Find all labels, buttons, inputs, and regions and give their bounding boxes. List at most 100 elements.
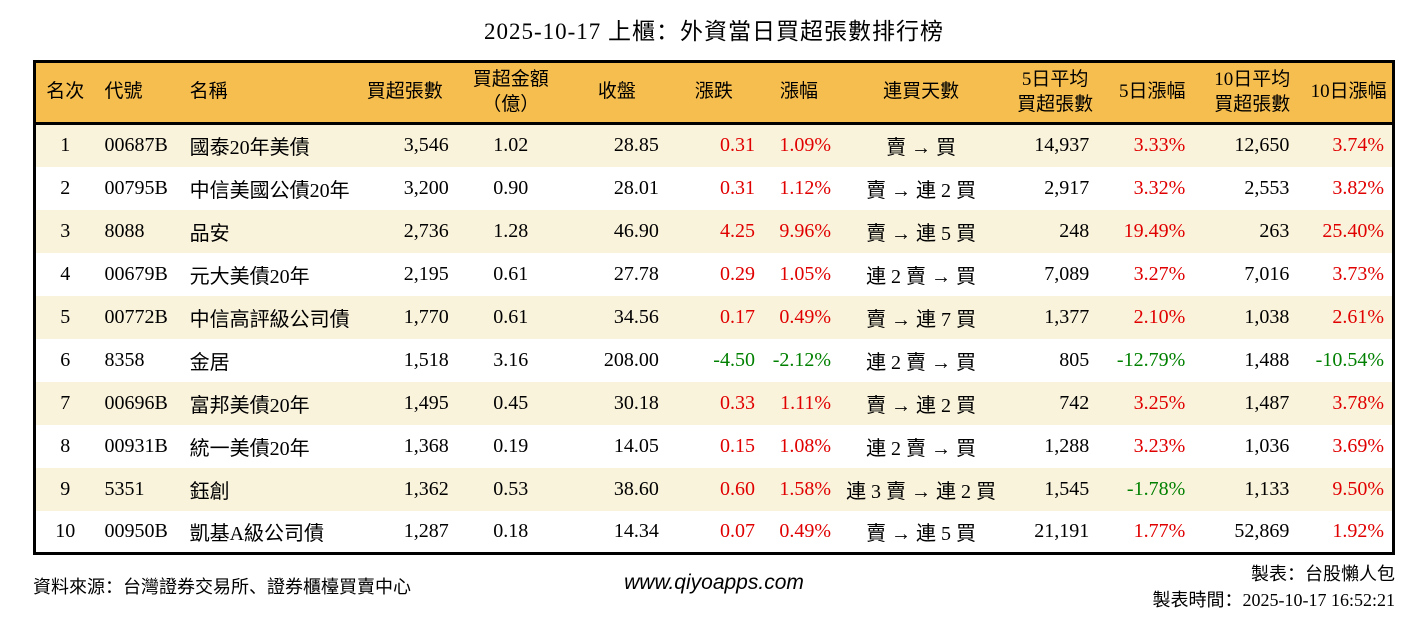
cell-streak: 賣 → 買 bbox=[886, 137, 957, 160]
table-row: 4 00679B 元大美債20年 2,195 0.61 27.78 0.29 1.05% 連 2… bbox=[35, 253, 1394, 296]
col-header-pct10: 10日漲幅 bbox=[1305, 61, 1394, 125]
cell-pct10: 1.92% bbox=[1332, 519, 1384, 542]
cell-close: 38.60 bbox=[613, 477, 659, 500]
cell-avg10: 12,650 bbox=[1234, 134, 1290, 157]
table-row: 9 5351 鈺創 1,362 0.53 38.60 0.60 1.58% 連 3 賣 → 連 … bbox=[34, 467, 1394, 511]
col-header-change-pct: 漲幅 bbox=[760, 61, 838, 125]
cell-streak: 賣 → 連 2 買 bbox=[866, 179, 977, 202]
cell-close: 34.56 bbox=[613, 305, 659, 328]
cell-pct10: 3.69% bbox=[1332, 434, 1384, 457]
cell-avg5: 2,917 bbox=[1044, 176, 1090, 199]
cell-pct10: 3.78% bbox=[1332, 391, 1384, 414]
cell-volume: 1,362 bbox=[403, 477, 449, 500]
cell-change_pct: -2.12% bbox=[772, 348, 832, 371]
cell-change: 0.15 bbox=[719, 434, 755, 457]
cell-amount: 1.28 bbox=[493, 219, 529, 242]
cell-pct10: 9.50% bbox=[1332, 477, 1384, 500]
cell-close: 30.18 bbox=[613, 391, 659, 414]
cell-avg5: 805 bbox=[1059, 348, 1090, 371]
cell-code: 00696B bbox=[104, 391, 168, 414]
cell-rank: 1 bbox=[60, 134, 71, 157]
cell-streak: 連 2 賣 → 買 bbox=[866, 437, 977, 460]
cell-pct10: 3.74% bbox=[1332, 134, 1384, 157]
cell-name: 中信美國公債20年 bbox=[189, 179, 350, 202]
cell-close: 208.00 bbox=[603, 348, 659, 371]
cell-name: 中信高評級公司債 bbox=[189, 308, 350, 331]
cell-avg5: 1,545 bbox=[1044, 477, 1090, 500]
col-header-amount: 買超金額 （億） bbox=[454, 61, 567, 125]
cell-rank: 9 bbox=[60, 477, 71, 500]
col-header-avg5: 5日平均 買超張數 bbox=[1005, 61, 1106, 125]
cell-change_pct: 1.05% bbox=[779, 262, 832, 285]
cell-amount: 0.61 bbox=[493, 262, 529, 285]
cell-change_pct: 1.58% bbox=[779, 477, 832, 500]
table-row: 3 8088 品安 2,736 1.28 46.90 4.25 9.96% 賣 → 連 5 買 2… bbox=[34, 209, 1394, 253]
cell-rank: 4 bbox=[60, 262, 71, 285]
col-header-pct5: 5日漲幅 bbox=[1105, 61, 1200, 125]
cell-avg5: 21,191 bbox=[1034, 519, 1090, 542]
cell-streak: 賣 → 連 5 買 bbox=[866, 222, 977, 245]
cell-avg10: 52,869 bbox=[1234, 519, 1290, 542]
cell-code: 8088 bbox=[104, 219, 145, 242]
col-header-code: 代號 bbox=[94, 61, 187, 125]
table-row: 2 00795B 中信美國公債20年 3,200 0.90 28.01 0.31 1.12% 賣… bbox=[35, 167, 1394, 210]
cell-volume: 2,736 bbox=[403, 219, 449, 242]
cell-rank: 8 bbox=[60, 434, 71, 457]
cell-pct5: 19.49% bbox=[1123, 219, 1186, 242]
cell-name: 鈺創 bbox=[189, 480, 230, 503]
cell-amount: 0.45 bbox=[493, 391, 529, 414]
cell-pct5: -1.78% bbox=[1126, 477, 1186, 500]
cell-rank: 7 bbox=[60, 391, 71, 414]
cell-change: 0.31 bbox=[719, 176, 755, 199]
cell-pct5: 3.23% bbox=[1133, 434, 1186, 457]
cell-amount: 3.16 bbox=[493, 348, 529, 371]
cell-pct10: 3.73% bbox=[1332, 262, 1384, 285]
cell-volume: 1,287 bbox=[403, 519, 449, 542]
col-header-close: 收盤 bbox=[566, 61, 667, 125]
table-header-row: 名次 代號 名稱 買超張數 買超金額 （億） 收盤 漲跌 漲幅 連買天數 5日平均… bbox=[34, 61, 1394, 125]
cell-amount: 0.53 bbox=[493, 477, 529, 500]
cell-avg10: 2,553 bbox=[1244, 176, 1290, 199]
cell-change: 0.17 bbox=[719, 305, 755, 328]
cell-streak: 賣 → 連 7 買 bbox=[866, 308, 977, 331]
cell-name: 品安 bbox=[189, 222, 230, 245]
generated-time: 製表時間：2025-10-17 16:52:21 bbox=[1152, 590, 1396, 611]
cell-pct5: 2.10% bbox=[1133, 305, 1186, 328]
cell-pct5: 3.27% bbox=[1133, 262, 1186, 285]
cell-close: 14.34 bbox=[613, 519, 659, 542]
cell-close: 46.90 bbox=[613, 219, 659, 242]
cell-pct5: 3.33% bbox=[1133, 134, 1186, 157]
cell-name: 凱基A級公司債 bbox=[189, 522, 325, 545]
cell-code: 00687B bbox=[104, 134, 168, 157]
col-header-name: 名稱 bbox=[186, 61, 355, 125]
cell-change_pct: 9.96% bbox=[779, 219, 832, 242]
cell-change: 4.25 bbox=[719, 219, 755, 242]
table-row: 6 8358 金居 1,518 3.16 208.00 -4.50 -2.12% 連 2 賣 →… bbox=[35, 339, 1394, 382]
cell-pct5: 3.32% bbox=[1133, 176, 1186, 199]
cell-volume: 1,518 bbox=[403, 348, 449, 371]
cell-change: -4.50 bbox=[713, 348, 755, 371]
cell-rank: 6 bbox=[60, 348, 71, 371]
table-row: 5 00772B 中信高評級公司債 1,770 0.61 34.56 0.17 0.49% 賣 … bbox=[34, 295, 1394, 339]
cell-change_pct: 1.09% bbox=[779, 134, 832, 157]
website-url[interactable]: www.qiyoapps.com bbox=[624, 571, 804, 594]
col-header-streak: 連買天數 bbox=[837, 61, 1006, 125]
cell-rank: 10 bbox=[55, 519, 76, 542]
cell-code: 5351 bbox=[104, 477, 145, 500]
cell-amount: 0.18 bbox=[493, 519, 529, 542]
table-row: 10 00950B 凱基A級公司債 1,287 0.18 14.34 0.07 0.49% 賣 … bbox=[35, 511, 1394, 554]
cell-avg5: 14,937 bbox=[1034, 134, 1090, 157]
page-title: 2025-10-17 上櫃：外資當日買超張數排行榜 bbox=[483, 19, 945, 44]
cell-streak: 連 2 賣 → 買 bbox=[866, 265, 977, 288]
cell-rank: 5 bbox=[60, 305, 71, 328]
cell-streak: 連 2 賣 → 買 bbox=[866, 351, 977, 374]
cell-avg5: 1,377 bbox=[1044, 305, 1090, 328]
cell-change: 0.33 bbox=[719, 391, 755, 414]
cell-streak: 連 3 賣 → 連 2 買 bbox=[846, 480, 997, 503]
cell-close: 27.78 bbox=[613, 262, 659, 285]
cell-name: 金居 bbox=[189, 351, 230, 374]
cell-avg5: 742 bbox=[1059, 391, 1090, 414]
cell-volume: 3,546 bbox=[403, 134, 449, 157]
cell-avg10: 1,487 bbox=[1244, 391, 1290, 414]
